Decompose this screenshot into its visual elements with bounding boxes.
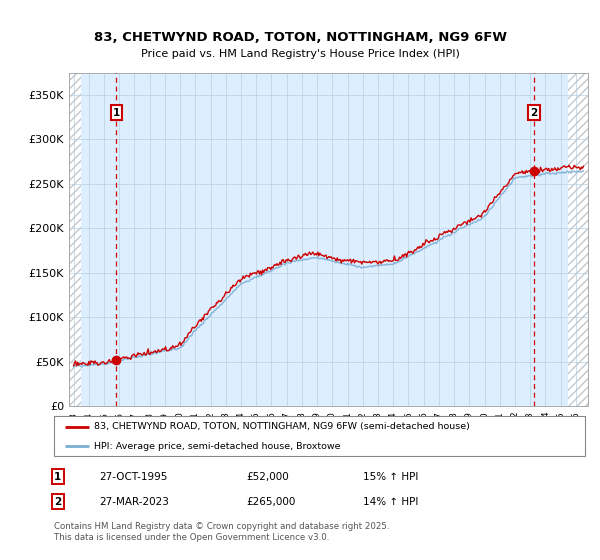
- Bar: [69, 73, 81, 406]
- Bar: [568, 73, 588, 406]
- Text: 83, CHETWYND ROAD, TOTON, NOTTINGHAM, NG9 6FW: 83, CHETWYND ROAD, TOTON, NOTTINGHAM, NG…: [94, 31, 506, 44]
- Text: HPI: Average price, semi-detached house, Broxtowe: HPI: Average price, semi-detached house,…: [94, 442, 340, 451]
- Text: 27-OCT-1995: 27-OCT-1995: [99, 472, 167, 482]
- Text: £52,000: £52,000: [246, 472, 289, 482]
- Text: 14% ↑ HPI: 14% ↑ HPI: [363, 497, 418, 507]
- Text: £265,000: £265,000: [246, 497, 295, 507]
- Text: 2: 2: [530, 108, 538, 118]
- Text: 15% ↑ HPI: 15% ↑ HPI: [363, 472, 418, 482]
- FancyBboxPatch shape: [54, 416, 585, 456]
- Text: Contains HM Land Registry data © Crown copyright and database right 2025.
This d: Contains HM Land Registry data © Crown c…: [54, 522, 389, 542]
- Text: 27-MAR-2023: 27-MAR-2023: [99, 497, 169, 507]
- Text: 2: 2: [54, 497, 61, 507]
- Bar: [69, 73, 81, 406]
- Bar: [568, 73, 588, 406]
- Text: Price paid vs. HM Land Registry's House Price Index (HPI): Price paid vs. HM Land Registry's House …: [140, 49, 460, 59]
- Text: 83, CHETWYND ROAD, TOTON, NOTTINGHAM, NG9 6FW (semi-detached house): 83, CHETWYND ROAD, TOTON, NOTTINGHAM, NG…: [94, 422, 470, 431]
- Text: 1: 1: [113, 108, 120, 118]
- Text: 1: 1: [54, 472, 61, 482]
